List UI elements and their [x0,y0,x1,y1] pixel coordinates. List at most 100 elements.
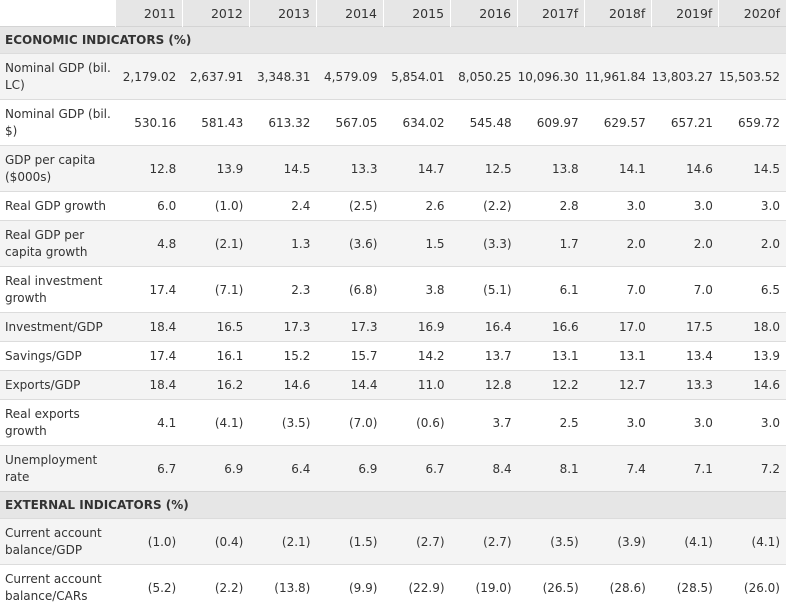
value-cell: 18.4 [115,313,182,342]
value-cell: (19.0) [451,565,518,610]
year-header: 2018f [585,0,652,27]
value-cell: (2.2) [451,192,518,221]
value-cell: 629.57 [585,100,652,146]
value-cell: 12.5 [451,146,518,192]
year-header: 2019f [652,0,719,27]
value-cell: 11.0 [383,371,450,400]
value-cell: 16.4 [451,313,518,342]
value-cell: 2.3 [249,267,316,313]
row-label: Unemployment rate [0,446,115,492]
section-header-row: ECONOMIC INDICATORS (%) [0,27,786,54]
year-header: 2015 [383,0,450,27]
value-cell: (6.8) [316,267,383,313]
value-cell: (3.9) [585,519,652,565]
row-label: Real GDP growth [0,192,115,221]
value-cell: (2.2) [182,565,249,610]
section-title: EXTERNAL INDICATORS (%) [0,492,786,519]
value-cell: 14.4 [316,371,383,400]
value-cell: 657.21 [652,100,719,146]
value-cell: 634.02 [383,100,450,146]
value-cell: 2.5 [518,400,585,446]
row-label: Current account balance/CARs [0,565,115,610]
value-cell: 13.1 [518,342,585,371]
value-cell: 11,961.84 [585,54,652,100]
value-cell: 15.2 [249,342,316,371]
value-cell: 2.4 [249,192,316,221]
value-cell: 6.1 [518,267,585,313]
value-cell: (28.5) [652,565,719,610]
value-cell: 1.3 [249,221,316,267]
row-label: Real GDP per capita growth [0,221,115,267]
value-cell: 6.4 [249,446,316,492]
row-label: Investment/GDP [0,313,115,342]
value-cell: 3.0 [585,192,652,221]
value-cell: 4.1 [115,400,182,446]
value-cell: 581.43 [182,100,249,146]
value-cell: 17.4 [115,342,182,371]
value-cell: (2.7) [383,519,450,565]
value-cell: 7.0 [652,267,719,313]
value-cell: 6.7 [383,446,450,492]
value-cell: 6.5 [719,267,786,313]
value-cell: (1.0) [182,192,249,221]
value-cell: 6.7 [115,446,182,492]
value-cell: (7.1) [182,267,249,313]
value-cell: 2.8 [518,192,585,221]
value-cell: 2.0 [719,221,786,267]
value-cell: 14.1 [585,146,652,192]
value-cell: 16.5 [182,313,249,342]
value-cell: 7.1 [652,446,719,492]
value-cell: 14.6 [249,371,316,400]
value-cell: 1.5 [383,221,450,267]
value-cell: 6.9 [316,446,383,492]
value-cell: 8,050.25 [451,54,518,100]
value-cell: (26.0) [719,565,786,610]
value-cell: 3.0 [652,400,719,446]
year-header-row: 2011 2012 2013 2014 2015 2016 2017f 2018… [0,0,786,27]
row-label: Nominal GDP (bil. $) [0,100,115,146]
row-label: Real exports growth [0,400,115,446]
value-cell: 545.48 [451,100,518,146]
value-cell: 3.0 [719,400,786,446]
value-cell: (3.6) [316,221,383,267]
header-corner [0,0,115,27]
value-cell: (0.6) [383,400,450,446]
value-cell: 13.4 [652,342,719,371]
value-cell: 16.9 [383,313,450,342]
value-cell: 7.0 [585,267,652,313]
value-cell: 12.2 [518,371,585,400]
value-cell: 2,637.91 [182,54,249,100]
value-cell: 613.32 [249,100,316,146]
value-cell: 2.0 [652,221,719,267]
value-cell: 8.1 [518,446,585,492]
row-label: GDP per capita ($000s) [0,146,115,192]
value-cell: 3,348.31 [249,54,316,100]
value-cell: (4.1) [182,400,249,446]
value-cell: (9.9) [316,565,383,610]
row-label: Real investment growth [0,267,115,313]
value-cell: 16.1 [182,342,249,371]
table-row: Current account balance/CARs(5.2)(2.2)(1… [0,565,786,610]
value-cell: 13.7 [451,342,518,371]
value-cell: 13.9 [719,342,786,371]
value-cell: (4.1) [652,519,719,565]
value-cell: 609.97 [518,100,585,146]
value-cell: 13.1 [585,342,652,371]
value-cell: (7.0) [316,400,383,446]
value-cell: 16.2 [182,371,249,400]
value-cell: 1.7 [518,221,585,267]
value-cell: 2,179.02 [115,54,182,100]
value-cell: (1.0) [115,519,182,565]
value-cell: 8.4 [451,446,518,492]
year-header: 2011 [115,0,182,27]
value-cell: 7.4 [585,446,652,492]
value-cell: 13.3 [652,371,719,400]
row-label: Nominal GDP (bil. LC) [0,54,115,100]
value-cell: (28.6) [585,565,652,610]
